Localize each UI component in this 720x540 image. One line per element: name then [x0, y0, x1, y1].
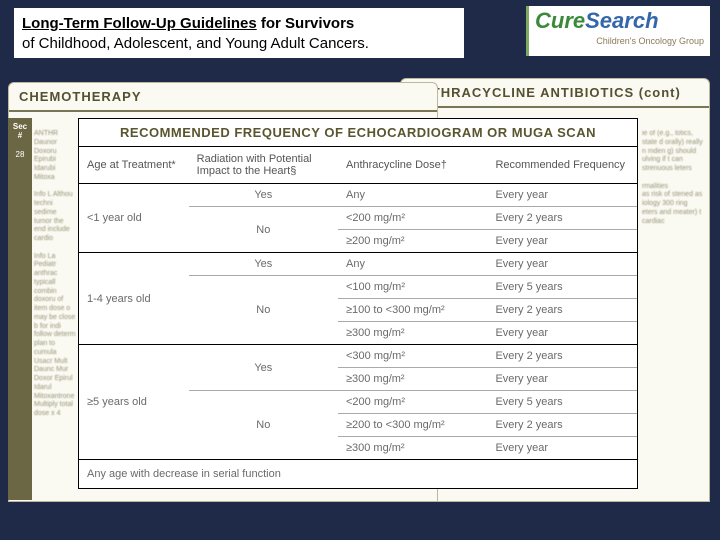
- cell-dose: Any: [338, 253, 487, 276]
- bg-right-head: ANTHRACYCLINE ANTIBIOTICS (cont): [401, 79, 709, 108]
- right-blur-text: ie of (e.g., lotics, state d orally) rea…: [642, 130, 704, 490]
- cell-footer: Any age with decrease in serial function: [79, 460, 637, 489]
- cell-frequency: Every 2 years: [487, 345, 637, 368]
- cell-frequency: Every year: [487, 184, 637, 207]
- cell-frequency: Every 5 years: [487, 391, 637, 414]
- cell-dose: <200 mg/m²: [338, 207, 487, 230]
- title-rest: for Survivors: [257, 15, 355, 32]
- th-age: Age at Treatment*: [79, 147, 189, 184]
- sec-label: Sec #: [8, 122, 32, 140]
- title-bar: Long-Term Follow-Up Guidelines for Survi…: [14, 8, 464, 58]
- title-bold: Long-Term Follow-Up Guidelines: [22, 15, 257, 32]
- cell-dose: <100 mg/m²: [338, 276, 487, 299]
- table-row: 1-4 years oldYesAnyEvery year: [79, 253, 637, 276]
- cell-frequency: Every year: [487, 253, 637, 276]
- cell-radiation: No: [189, 207, 338, 253]
- cell-frequency: Every 5 years: [487, 276, 637, 299]
- cell-frequency: Every year: [487, 230, 637, 253]
- cell-age: ≥5 years old: [79, 345, 189, 460]
- cell-age: <1 year old: [79, 184, 189, 253]
- cell-frequency: Every year: [487, 322, 637, 345]
- section-column: Sec # 28: [8, 118, 32, 500]
- cell-frequency: Every 2 years: [487, 299, 637, 322]
- th-freq: Recommended Frequency: [487, 147, 637, 184]
- table-footer-row: Any age with decrease in serial function: [79, 460, 637, 489]
- cell-dose: <200 mg/m²: [338, 391, 487, 414]
- cell-radiation: Yes: [189, 253, 338, 276]
- cell-dose: ≥100 to <300 mg/m²: [338, 299, 487, 322]
- cell-dose: ≥300 mg/m²: [338, 322, 487, 345]
- cell-dose: ≥200 to <300 mg/m²: [338, 414, 487, 437]
- th-dose: Anthracycline Dose†: [338, 147, 487, 184]
- left-blur-text: ANTHR Daunor Doxoru Epirubi Idarubi Mito…: [34, 130, 76, 490]
- th-rad: Radiation with Potential Impact to the H…: [189, 147, 338, 184]
- cell-frequency: Every year: [487, 368, 637, 391]
- recommendation-table: Age at Treatment* Radiation with Potenti…: [79, 147, 637, 488]
- table-header-row: Age at Treatment* Radiation with Potenti…: [79, 147, 637, 184]
- cell-radiation: Yes: [189, 184, 338, 207]
- cell-frequency: Every 2 years: [487, 207, 637, 230]
- logo-sub: Children's Oncology Group: [535, 36, 704, 46]
- title-line2: of Childhood, Adolescent, and Young Adul…: [22, 35, 369, 52]
- cell-frequency: Every year: [487, 437, 637, 460]
- cell-radiation: No: [189, 391, 338, 460]
- cell-radiation: Yes: [189, 345, 338, 391]
- table-row: <1 year oldYesAnyEvery year: [79, 184, 637, 207]
- cell-dose: ≥200 mg/m²: [338, 230, 487, 253]
- logo-brand: CureSearch: [535, 8, 704, 34]
- logo-search: Search: [585, 8, 658, 33]
- table-row: ≥5 years oldYes<300 mg/m²Every 2 years: [79, 345, 637, 368]
- cell-dose: ≥300 mg/m²: [338, 368, 487, 391]
- logo: CureSearch Children's Oncology Group: [526, 6, 710, 56]
- table-title: RECOMMENDED FREQUENCY OF ECHOCARDIOGRAM …: [79, 119, 637, 147]
- cell-dose: ≥300 mg/m²: [338, 437, 487, 460]
- logo-cure: Cure: [535, 8, 585, 33]
- sec-num: 28: [8, 150, 32, 159]
- cell-dose: <300 mg/m²: [338, 345, 487, 368]
- bg-left-head: CHEMOTHERAPY: [9, 83, 437, 112]
- cell-radiation: No: [189, 276, 338, 345]
- cell-frequency: Every 2 years: [487, 414, 637, 437]
- main-table: RECOMMENDED FREQUENCY OF ECHOCARDIOGRAM …: [78, 118, 638, 489]
- cell-dose: Any: [338, 184, 487, 207]
- cell-age: 1-4 years old: [79, 253, 189, 345]
